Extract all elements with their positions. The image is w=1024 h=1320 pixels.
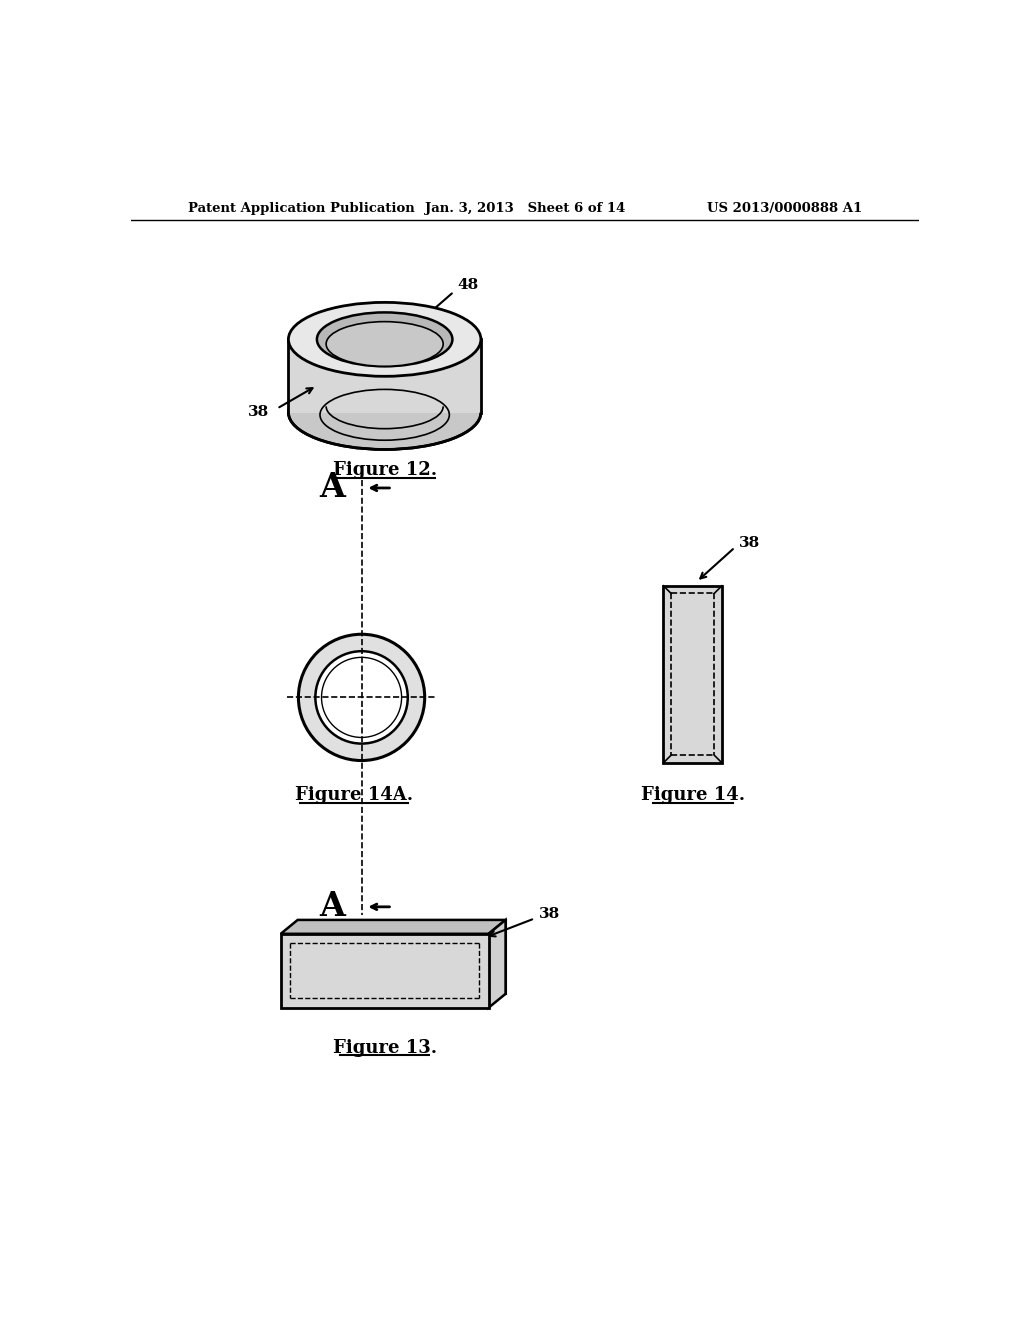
Text: US 2013/0000888 A1: US 2013/0000888 A1	[707, 202, 862, 215]
Ellipse shape	[298, 635, 425, 760]
Text: Figure 14.: Figure 14.	[641, 787, 744, 804]
Bar	[664, 586, 722, 763]
Ellipse shape	[322, 657, 401, 738]
Text: Patent Application Publication: Patent Application Publication	[188, 202, 415, 215]
Text: 48: 48	[458, 279, 479, 293]
Text: Jan. 3, 2013   Sheet 6 of 14: Jan. 3, 2013 Sheet 6 of 14	[425, 202, 625, 215]
Text: A: A	[319, 471, 345, 504]
FancyBboxPatch shape	[289, 339, 481, 412]
Ellipse shape	[315, 651, 408, 743]
Text: A: A	[319, 891, 345, 924]
Text: Figure 12.: Figure 12.	[333, 461, 436, 479]
Ellipse shape	[326, 322, 443, 367]
Text: Figure 13.: Figure 13.	[333, 1039, 436, 1057]
Ellipse shape	[316, 313, 453, 367]
Ellipse shape	[289, 302, 481, 376]
Text: 38: 38	[539, 907, 560, 921]
Text: 38: 38	[248, 405, 269, 420]
Polygon shape	[281, 920, 506, 933]
Ellipse shape	[289, 375, 481, 449]
Polygon shape	[281, 933, 488, 1007]
Text: Figure 14A.: Figure 14A.	[295, 787, 413, 804]
Polygon shape	[488, 920, 506, 1007]
Text: 38: 38	[739, 536, 760, 549]
